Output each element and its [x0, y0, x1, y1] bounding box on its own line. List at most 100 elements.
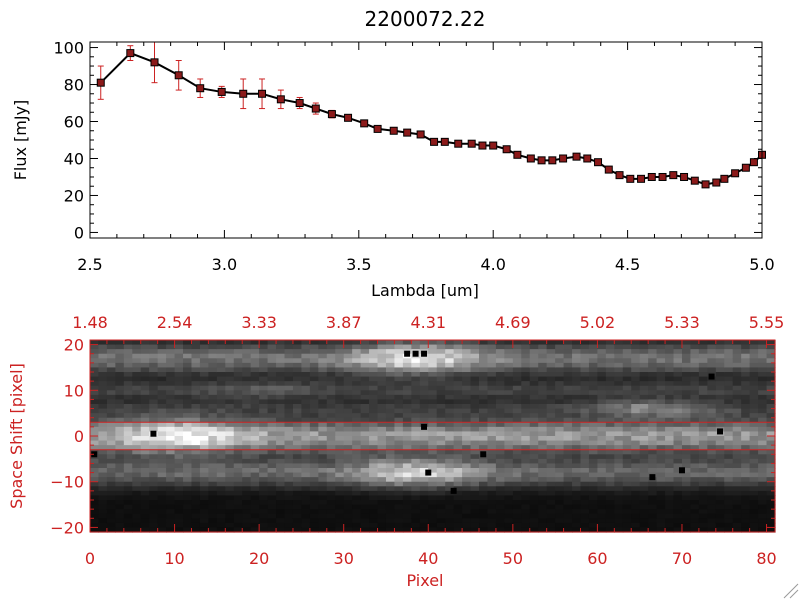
image-pixel	[436, 417, 446, 423]
resize-grip-icon[interactable]	[783, 583, 799, 599]
image-pixel	[665, 518, 675, 524]
image-pixel	[495, 440, 505, 446]
image-pixel	[183, 422, 193, 428]
image-pixel	[605, 372, 615, 378]
image-pixel	[183, 426, 193, 433]
image-pixel	[648, 495, 658, 501]
image-pixel	[318, 385, 328, 391]
image-pixel	[276, 477, 286, 483]
image-pixel	[225, 394, 235, 401]
image-pixel	[597, 513, 607, 519]
image-pixel	[166, 454, 176, 460]
image-pixel	[453, 472, 463, 478]
flux-point	[647, 172, 656, 181]
image-pixel	[132, 376, 142, 382]
image-pixel	[267, 431, 277, 437]
image-pixel	[495, 408, 505, 414]
image-pixel	[538, 390, 548, 396]
image-pixel	[90, 509, 100, 515]
image-pixel	[335, 408, 345, 414]
image-pixel	[555, 408, 565, 414]
image-pixel	[631, 486, 641, 492]
image-pixel	[715, 454, 725, 460]
image-pixel	[707, 481, 717, 487]
image-pixel	[166, 422, 176, 428]
image-pixel	[766, 376, 776, 382]
image-pixel	[149, 522, 159, 529]
image-pixel	[419, 408, 429, 414]
image-pixel	[98, 454, 108, 460]
image-pixel	[605, 440, 615, 446]
image-pixel	[419, 472, 429, 478]
image-pixel	[749, 522, 759, 529]
image-pixel	[309, 367, 319, 373]
image-pixel	[335, 349, 345, 355]
image-pixel	[758, 468, 768, 474]
flux-point	[583, 154, 592, 163]
dead-pixel	[425, 469, 432, 476]
image-pixel	[555, 422, 565, 428]
image-pixel	[741, 394, 751, 401]
image-pixel	[98, 513, 108, 519]
image-pixel	[588, 422, 599, 428]
image-pixel	[597, 367, 607, 373]
image-pixel	[597, 376, 607, 382]
image-pixel	[284, 417, 294, 423]
image-pixel	[242, 495, 252, 501]
image-pixel	[149, 468, 159, 474]
image-pixel	[343, 344, 353, 350]
image-pixel	[267, 362, 277, 369]
image-pixel	[462, 468, 472, 474]
image-pixel	[495, 500, 505, 506]
image-pixel	[292, 431, 303, 437]
image-pixel	[512, 417, 522, 423]
image-pixel	[301, 385, 311, 391]
image-pixel	[648, 527, 658, 533]
image-pixel	[98, 362, 108, 369]
image-pixel	[453, 522, 463, 529]
image-pixel	[267, 358, 277, 364]
image-pixel	[369, 422, 379, 428]
image-pixel	[276, 518, 286, 524]
image-pixel	[106, 426, 116, 433]
y-tick-label: 80	[64, 76, 84, 95]
image-pixel	[259, 404, 269, 410]
image-pixel	[453, 381, 463, 387]
image-pixel	[521, 353, 531, 359]
image-pixel	[216, 454, 226, 460]
image-pixel	[335, 500, 345, 506]
image-pixel	[681, 490, 692, 497]
image-pixel	[715, 362, 725, 369]
image-pixel	[225, 404, 235, 410]
image-pixel	[267, 486, 277, 492]
image-pixel	[233, 458, 243, 465]
image-pixel	[208, 372, 218, 378]
image-pixel	[301, 449, 311, 455]
image-pixel	[301, 367, 311, 373]
image-pixel	[140, 349, 150, 355]
image-pixel	[250, 340, 260, 346]
image-pixel	[276, 486, 286, 492]
image-pixel	[724, 468, 734, 474]
image-pixel	[538, 500, 548, 506]
image-pixel	[199, 390, 209, 396]
image-pixel	[715, 372, 725, 378]
image-pixel	[318, 522, 328, 529]
image-pixel	[183, 490, 193, 497]
image-pixel	[343, 417, 353, 423]
image-pixel	[419, 458, 429, 465]
image-pixel	[715, 481, 725, 487]
image-pixel	[377, 399, 387, 405]
image-pixel	[106, 472, 116, 478]
image-pixel	[741, 349, 751, 355]
image-pixel	[588, 372, 599, 378]
image-pixel	[385, 518, 396, 524]
flux-point	[327, 110, 336, 119]
image-pixel	[233, 381, 243, 387]
image-pixel	[335, 504, 345, 510]
image-pixel	[698, 340, 708, 346]
image-pixel	[318, 500, 328, 506]
image-pixel	[394, 399, 404, 405]
image-pixel	[521, 477, 531, 483]
image-pixel	[690, 385, 700, 391]
